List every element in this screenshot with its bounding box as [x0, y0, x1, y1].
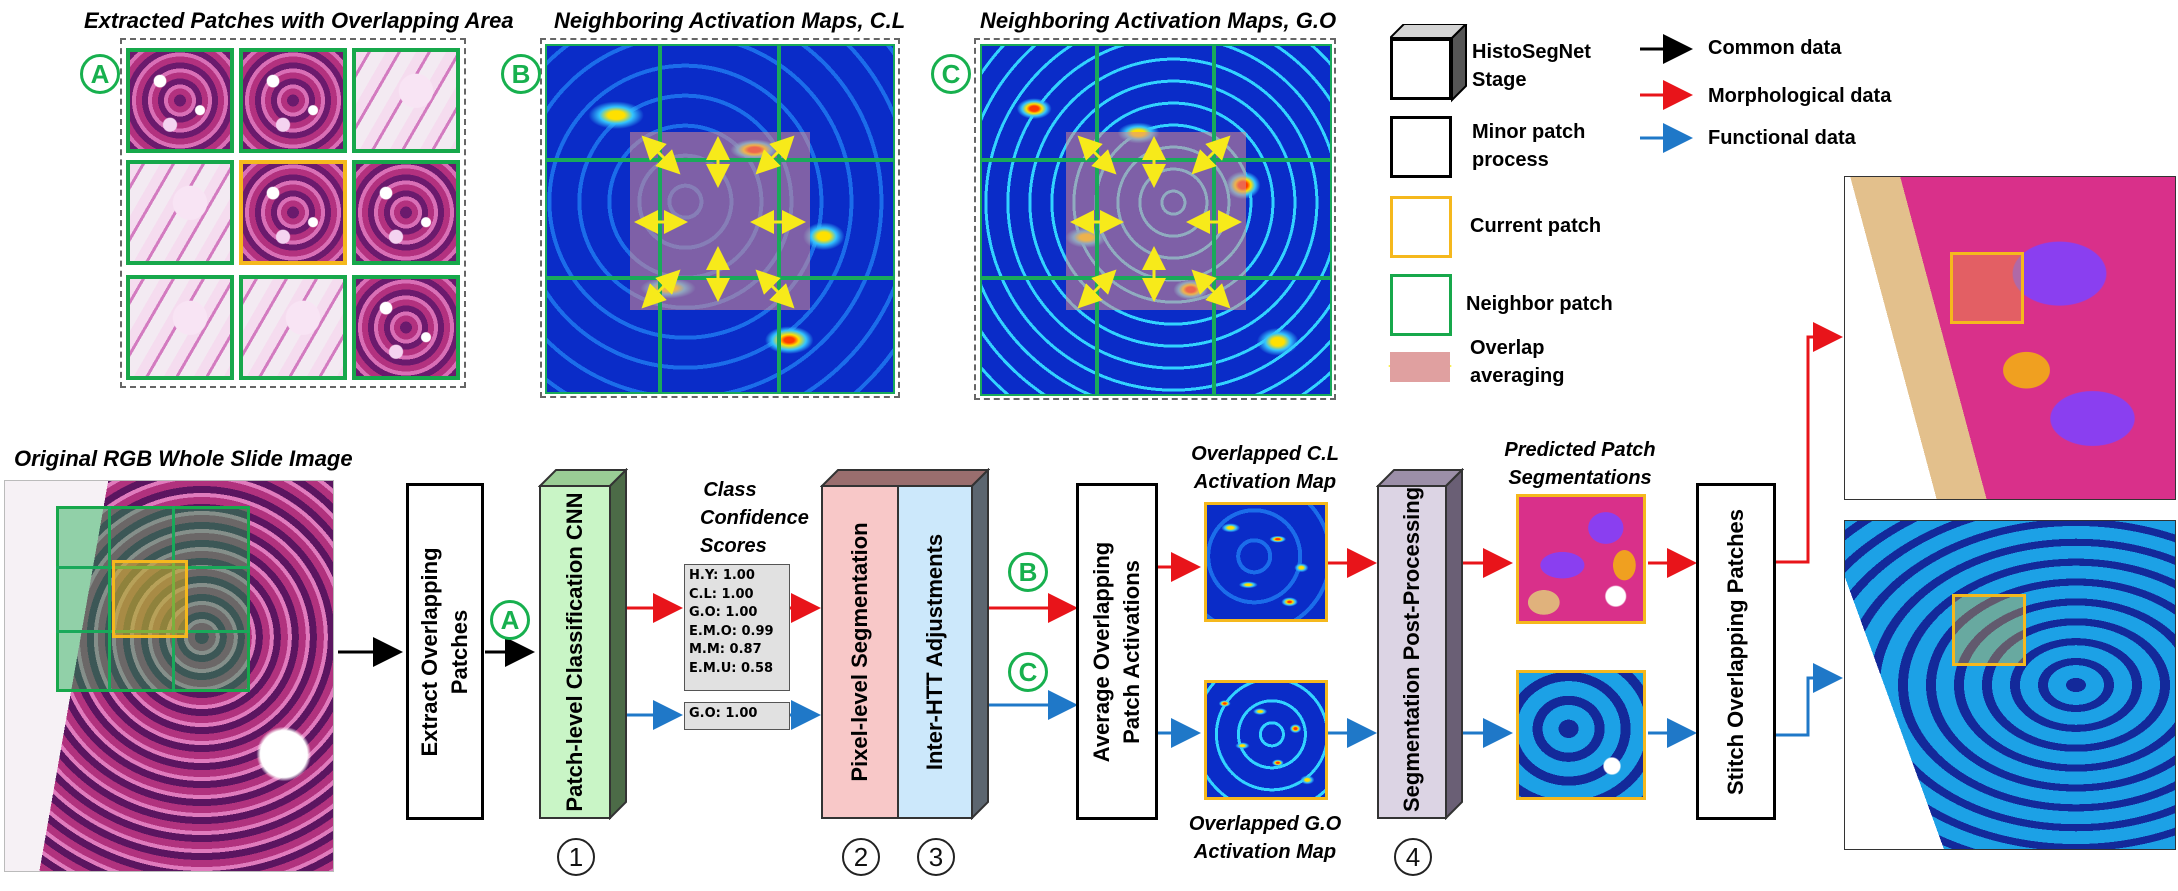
wsi-image [4, 480, 334, 872]
confidence-score: E.M.O: 0.99 [689, 623, 774, 639]
stitched-functional [1844, 520, 2176, 850]
stitch-patches-box: Stitch Overlapping Patches [1696, 483, 1776, 820]
predicted-seg-functional [1516, 670, 1646, 800]
cnn-stage: Patch-level Classification CNN [540, 486, 610, 818]
circle-label-c-flow: C [1008, 652, 1048, 692]
yellow-arrows-c [1070, 135, 1242, 309]
wsi-grid-line [56, 566, 250, 569]
extract-patches-label: Extract Overlapping Patches [417, 546, 472, 757]
post-processing-stage: Segmentation Post-Processing [1378, 486, 1446, 818]
pixel-seg-stage: Pixel-level Segmentation [822, 486, 898, 818]
patch-tile-current [239, 160, 347, 265]
overlapped-go-map [1204, 680, 1328, 800]
stitch-patches-label: Stitch Overlapping Patches [1723, 508, 1748, 795]
patch-tile [352, 160, 460, 265]
confidence-box-morphological: H.Y: 1.00 C.L: 1.00 G.O: 1.00 E.M.O: 0.9… [684, 564, 790, 691]
pixel-seg-label: Pixel-level Segmentation [847, 522, 872, 782]
circle-label-b-top: B [501, 54, 541, 94]
wsi-current-patch [112, 560, 188, 638]
overlapped-cl-map [1204, 502, 1328, 622]
arrow-stitch-func [1776, 663, 1843, 737]
confidence-box-functional: G.O: 1.00 [684, 702, 790, 730]
legend-stage-cube-depth [1390, 24, 1468, 103]
confidence-score: H.Y: 1.00 [689, 568, 755, 583]
legend-minor-label: Minor patch process [1472, 121, 1586, 171]
cnn-stage-label: Patch-level Classification CNN [562, 492, 587, 812]
average-activations-box: Average Overlapping Patch Activations [1076, 483, 1158, 820]
confidence-score: E.M.U: 0.58 [689, 660, 774, 676]
patch-tile [126, 275, 234, 380]
title-overlapped-cl: Overlapped C.L Activation Map [1191, 443, 1339, 493]
circle-label-a-flow: A [490, 600, 530, 640]
wsi-grid-line [56, 630, 250, 633]
average-activations-label: Average Overlapping Patch Activations [1089, 541, 1144, 762]
circle-label-c-top: C [931, 54, 971, 94]
extract-patches-box: Extract Overlapping Patches [406, 483, 484, 820]
circle-label-b-flow: B [1008, 552, 1048, 592]
patch-tile [126, 48, 234, 153]
patch-tile [352, 275, 460, 380]
title-original-wsi: Original RGB Whole Slide Image [14, 446, 353, 471]
panel-neighbor-cl [540, 38, 900, 398]
stitched-morphological [1844, 176, 2176, 500]
title-neighbor-cl: Neighboring Activation Maps, C.L [554, 8, 906, 33]
legend-minor-box [1390, 116, 1452, 178]
arrow-stitch-morph [1776, 322, 1843, 564]
patch-tile [352, 48, 460, 153]
step-number-1: 1 [557, 838, 595, 876]
yellow-arrows-b [634, 135, 806, 309]
title-class-confidence: Class Confidence Scores [700, 479, 809, 557]
legend-stage-cube [1390, 38, 1452, 100]
panel-extracted-patches [120, 38, 466, 388]
panel-neighbor-go [974, 38, 1336, 400]
inter-htt-stage: Inter-HTT Adjustments [898, 486, 972, 818]
legend-neighbor-label: Neighbor patch [1466, 293, 1613, 315]
step-number-2: 2 [842, 838, 880, 876]
wsi-grid-line [108, 506, 111, 692]
confidence-score: G.O: 1.00 [689, 706, 758, 721]
post-processing-prism [1376, 468, 1464, 820]
patch-tile [239, 48, 347, 153]
legend-neighbor-box [1390, 274, 1452, 336]
legend-functional-label: Functional data [1708, 127, 1856, 149]
confidence-score: G.O: 1.00 [689, 605, 758, 620]
wsi-grid-line [172, 506, 175, 692]
legend-morphological-label: Morphological data [1708, 85, 1892, 107]
legend-common-label: Common data [1708, 37, 1842, 59]
title-extracted-patches: Extracted Patches with Overlapping Area [84, 8, 514, 33]
legend-overlap-label: Overlap averaging [1470, 337, 1565, 387]
title-overlapped-go: Overlapped G.O Activation Map [1188, 813, 1342, 863]
stitched-morph-current [1950, 252, 2024, 324]
patch-tile [239, 275, 347, 380]
predicted-seg-morphological [1516, 494, 1646, 624]
title-neighbor-go: Neighboring Activation Maps, G.O [980, 8, 1337, 33]
step-number-4: 4 [1394, 838, 1432, 876]
circle-label-a-top: A [80, 54, 120, 94]
seg-htt-prism [820, 468, 990, 820]
patch-tile [126, 160, 234, 265]
legend-current-label: Current patch [1470, 215, 1602, 237]
confidence-score: C.L: 1.00 [689, 586, 754, 602]
cnn-stage-prism [538, 468, 628, 820]
wsi-overlay-neighbors [56, 506, 250, 692]
title-predicted-segmentations: Predicted Patch Segmentations [1504, 439, 1656, 489]
legend-overlap-swatch [1390, 352, 1450, 382]
post-processing-label: Segmentation Post-Processing [1399, 486, 1424, 812]
step-number-3: 3 [917, 838, 955, 876]
confidence-score: M.M: 0.87 [689, 642, 762, 657]
legend-stage-label: HistoSegNet Stage [1472, 41, 1591, 91]
stitched-func-current [1952, 594, 2026, 666]
legend-current-box [1390, 196, 1452, 258]
inter-htt-label: Inter-HTT Adjustments [922, 533, 947, 771]
